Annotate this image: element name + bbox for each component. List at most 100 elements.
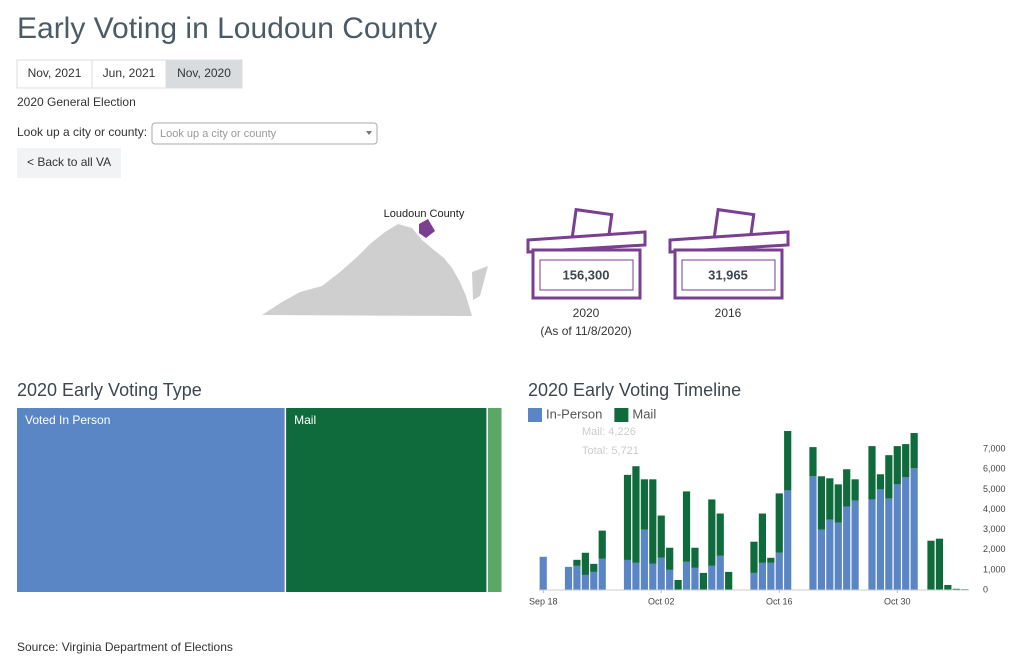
treemap-title: 2020 Early Voting Type [17,380,202,400]
bar [657,557,665,590]
total-value: 156,300 [563,267,610,282]
bar [767,557,775,563]
bar [817,476,826,530]
bar [809,447,817,477]
y-tick-label: 6,000 [983,464,1006,474]
y-tick-label: 0 [983,584,988,594]
treemap-cell [487,408,502,592]
legend-swatch [528,408,542,422]
treemap-label: Mail [294,413,316,427]
legend-label: In-Person [546,406,602,421]
y-tick-label: 2,000 [983,544,1006,554]
timeline: 0 1,000 2,000 3,000 4,000 5,000 6,000 7,000 Sep … [528,406,1006,606]
bar [758,513,766,563]
bar [851,500,859,590]
bar [623,559,632,590]
ballot-window [681,259,776,291]
bar [573,565,581,590]
back-button[interactable] [17,148,121,178]
bar [784,490,792,590]
bar [902,477,910,590]
bar [868,499,876,590]
bar [893,484,901,590]
bar [775,552,783,590]
bar [564,566,573,590]
tab-label: Nov, 2021 [28,66,82,80]
bar [826,478,834,520]
tooltip-line: Total: 5,721 [582,445,639,457]
bar [632,466,640,563]
state-map [262,224,472,316]
bar [666,569,674,590]
ballot-box [526,207,647,300]
legend-swatch [614,408,629,422]
bar [590,563,598,572]
total-year: 2016 [715,306,742,320]
bar [725,571,733,590]
tabs: Nov, 2021 Jun, 2021 Nov, 2020 [16,59,243,89]
tooltip-line: Mail: 4,226 [582,426,636,438]
tab[interactable] [16,59,93,89]
legend-label: Mail [632,406,656,421]
treemap-cell [17,408,285,592]
back-label: < Back to all VA [27,155,111,169]
bar [682,491,691,562]
total-note: (As of 11/8/2020) [540,324,631,338]
x-tick-label: Oct 30 [884,596,911,606]
bar [767,562,775,590]
bar [708,565,716,590]
bar [834,484,842,523]
lookup-dropdown[interactable] [151,122,378,145]
bar [598,558,606,590]
bar [573,559,581,566]
bar [817,529,826,590]
bar [716,513,724,556]
bar [590,571,598,590]
dropdown-arrow [366,131,372,135]
bar [657,515,665,558]
tab[interactable] [165,59,243,89]
bar [640,479,648,530]
bar [649,563,657,590]
bar [666,547,674,570]
bar [944,584,952,590]
y-tick-label: 4,000 [983,504,1006,514]
y-tick-label: 7,000 [983,444,1006,454]
treemap: Voted In Person Mail [17,408,502,592]
y-tick-label: 3,000 [983,524,1006,534]
bar [691,547,699,568]
bar [843,469,851,507]
timeline-title: 2020 Early Voting Timeline [528,380,741,400]
x-tick-label: Oct 02 [648,596,675,606]
bar [598,530,606,559]
source: Source: Virginia Department of Elections [17,640,233,654]
bar [758,562,766,590]
tab[interactable] [91,59,167,89]
bar [834,522,842,590]
ballot-window [539,259,634,291]
bar [640,529,648,590]
bar [581,574,589,590]
bar [826,519,834,590]
bar [843,506,851,590]
bar [775,493,783,553]
bar [952,588,960,590]
bar [876,489,885,590]
total-year: 2020 [573,306,600,320]
y-tick-label: 1,000 [983,564,1006,574]
bar [902,444,910,478]
bar [691,567,699,590]
bar [851,479,859,501]
bar [623,474,632,560]
x-tick-label: Oct 16 [766,596,793,606]
bar [581,552,589,575]
ballot-lid [526,230,647,254]
bar [750,572,758,590]
bar [885,498,893,590]
bar [674,579,682,590]
bar [935,538,944,590]
page-title: Early Voting in Loudoun County [17,12,437,45]
election-name: 2020 General Election [17,95,136,109]
total-value: 31,965 [708,267,748,282]
state-map-shore [472,266,488,300]
